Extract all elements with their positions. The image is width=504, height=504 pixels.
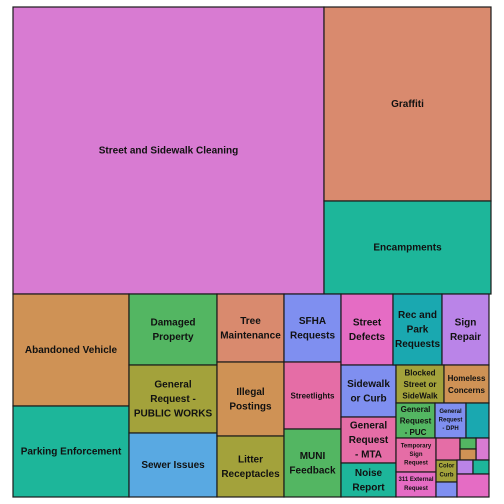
treemap-cell-small-cell-29 [436, 438, 460, 460]
treemap-cell-street-defects [341, 294, 393, 365]
treemap-cell-muni-feedback [284, 429, 341, 497]
treemap-cell-small-cell-30 [460, 438, 476, 449]
treemap-cell-tree-maintenance [217, 294, 284, 362]
treemap-cell-sign-repair [442, 294, 489, 365]
treemap-cell-damaged-property [129, 294, 217, 365]
treemap-cell-small-cell-27 [466, 403, 489, 438]
treemap-cell-homeless-concerns [444, 365, 489, 403]
treemap-cell-illegal-postings [217, 362, 284, 436]
treemap-cell-small-cell-31 [460, 449, 476, 460]
treemap-cell-small-cell-35 [457, 474, 489, 497]
treemap-cell-small-cell-32 [457, 460, 473, 474]
treemap-label-encampments: Encampments [373, 242, 442, 253]
treemap-label-abandoned-vehicle: Abandoned Vehicle [25, 345, 118, 356]
treemap-cell-sidewalk-or-curb [341, 365, 396, 417]
treemap-label-streetlights: Streetlights [290, 391, 335, 400]
treemap-label-parking-enforcement: Parking Enforcement [21, 446, 122, 457]
treemap-label-blocked-street-or-sidewalk: Blocked Street or SideWalk [402, 368, 438, 400]
treemap-cell-sfha-requests [284, 294, 341, 362]
treemap-cell-small-cell-34 [436, 482, 457, 497]
treemap-label-street-and-sidewalk-cleaning: Street and Sidewalk Cleaning [99, 145, 238, 156]
treemap-cell-litter-receptacles [217, 436, 284, 497]
treemap-label-graffiti: Graffiti [391, 99, 424, 110]
treemap-cell-311-external-request [396, 472, 436, 497]
treemap-label-sewer-issues: Sewer Issues [141, 460, 205, 471]
treemap-cell-small-cell-28 [476, 438, 489, 460]
treemap-cell-small-cell-33 [473, 460, 489, 474]
